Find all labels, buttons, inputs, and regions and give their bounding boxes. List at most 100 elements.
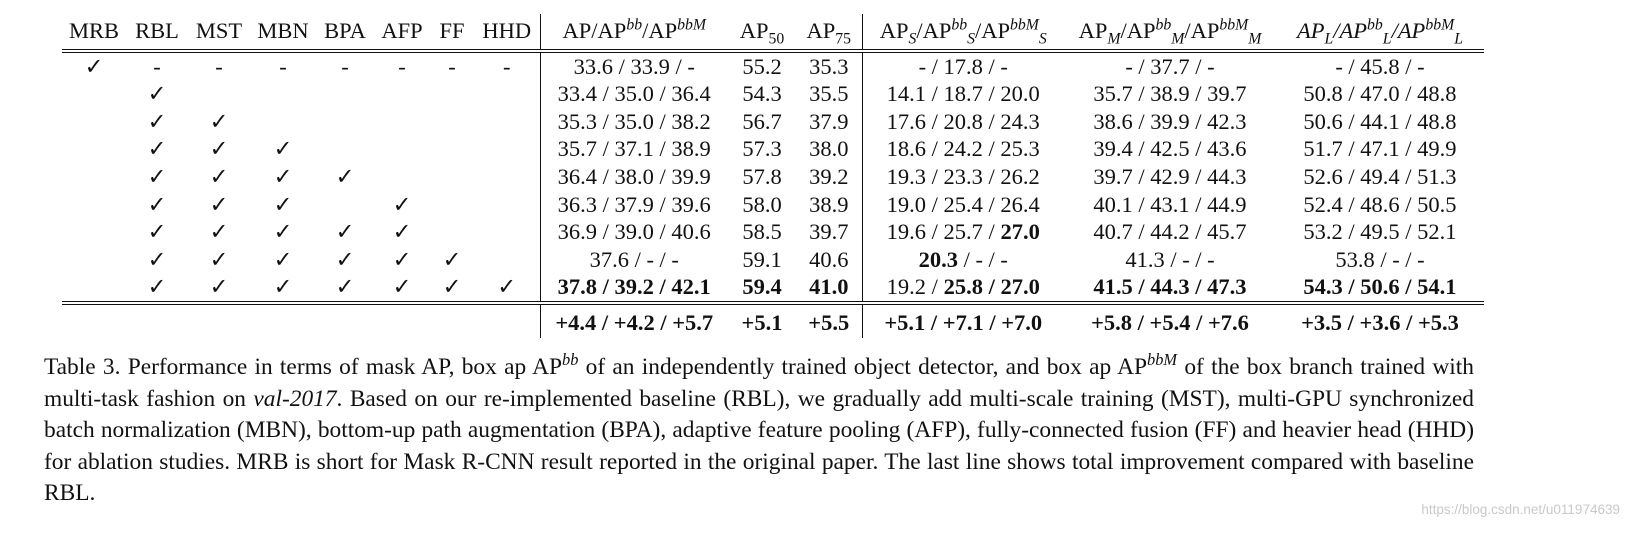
method-check-cell	[316, 81, 374, 109]
method-check-cell	[374, 108, 430, 136]
method-check-cell	[374, 136, 430, 164]
method-check-cell	[188, 81, 250, 109]
table-cell: 40.1 / 43.1 / 44.9	[1093, 191, 1247, 217]
method-check-cell: ✓	[84, 53, 104, 79]
table-cell: - / 17.8 / -	[861, 51, 1064, 81]
table-row: ✓ 33.4 / 35.0 / 36.4 54.3 35.5 14.1 / 18.7 /…	[62, 80, 1484, 109]
table-row: ✓ ✓ ✓ 35.7 / 37.1 / 38.9 57.3 38.0 18.6 / 24.2…	[62, 135, 1484, 164]
col-header-ap75: AP75	[806, 18, 851, 48]
table-cell: 59.1	[742, 246, 782, 272]
caption-dataset: val-2017	[253, 385, 337, 412]
col-header-aps: APS/APbbS/APbbMS	[861, 14, 1064, 51]
method-check-cell: ✓	[209, 191, 229, 217]
method-check-cell: ✓	[147, 191, 167, 217]
method-check-cell: -	[279, 53, 287, 79]
table-cell: 40.6	[809, 246, 849, 272]
method-check-cell	[474, 136, 540, 164]
table-cell: 20.3 / - / -	[861, 246, 1064, 274]
method-check-cell	[430, 191, 474, 219]
table-cell: 52.4 / 48.6 / 50.5	[1303, 191, 1457, 217]
table-cell: 41.5 / 44.3 / 47.3	[1093, 274, 1247, 300]
method-check-cell	[430, 219, 474, 247]
table-cell: 19.6 / 25.7 / 27.0	[861, 218, 1064, 247]
method-check-cell	[62, 274, 126, 304]
table-cell: 19.0 / 25.4 / 26.4	[861, 190, 1064, 219]
table-cell: 54.3	[742, 81, 782, 107]
method-check-cell: -	[153, 53, 161, 79]
method-check-cell	[430, 163, 474, 191]
table-cell: +3.5 / +3.6 / +5.3	[1301, 309, 1459, 335]
table-cell: 37.6 / - / -	[539, 246, 728, 274]
method-check-cell: ✓	[209, 136, 229, 162]
method-check-cell: ✓	[209, 274, 229, 300]
method-check-cell: ✓	[335, 163, 355, 189]
table-cell: - / 37.7 / -	[1125, 53, 1215, 79]
method-check-cell	[474, 163, 540, 191]
table-cell: +5.5	[808, 309, 850, 335]
table-cell: 39.7	[809, 219, 849, 245]
method-check-cell: ✓	[273, 246, 293, 272]
method-check-cell: ✓	[335, 246, 355, 272]
table-cell: 39.7 / 42.9 / 44.3	[1093, 163, 1247, 189]
table-cell-part: 19.2 /	[886, 274, 944, 300]
table-cell: 37.9	[809, 108, 849, 134]
method-check-cell	[374, 163, 430, 191]
method-check-cell	[250, 108, 316, 136]
method-check-cell: ✓	[209, 219, 229, 245]
method-check-cell: ✓	[335, 219, 355, 245]
method-check-cell: ✓	[392, 246, 412, 272]
method-check-cell: -	[398, 53, 406, 79]
method-check-cell: -	[215, 53, 223, 79]
col-header-mst: MST	[195, 18, 243, 44]
method-check-cell	[316, 108, 374, 136]
table-cell: 39.4 / 42.5 / 43.6	[1093, 136, 1247, 162]
table-cell: 56.7	[742, 108, 782, 134]
table-caption: Table 3. Performance in terms of mask AP…	[44, 350, 1474, 507]
method-check-cell	[62, 246, 126, 274]
table-cell: 36.3 / 37.9 / 39.6	[539, 190, 728, 219]
method-check-cell: ✓	[335, 274, 355, 300]
table-cell: - / 45.8 / -	[1335, 53, 1425, 79]
method-check-cell: ✓	[147, 81, 167, 107]
table-row: ✓ ✓ ✓ ✓ ✓ ✓ ✓ 37.8 / 39.2 / 42.1 59.4 41.0 19.2 / …	[62, 273, 1484, 304]
table-cell: 55.2	[742, 53, 782, 79]
method-check-cell: ✓	[392, 191, 412, 217]
table-cell: 50.8 / 47.0 / 48.8	[1303, 81, 1457, 107]
watermark: https://blog.csdn.net/u011974639	[1421, 502, 1620, 517]
col-header-mbn: MBN	[257, 18, 309, 44]
table-cell: 17.6 / 20.8 / 24.3	[861, 108, 1064, 136]
method-check-cell	[474, 108, 540, 136]
table-cell: 53.2 / 49.5 / 52.1	[1303, 219, 1457, 245]
table-cell: 59.4	[742, 274, 782, 300]
method-check-cell	[250, 81, 316, 109]
method-check-cell	[430, 108, 474, 136]
table-cell-part: / - / -	[957, 246, 1008, 272]
method-check-cell: -	[503, 53, 511, 79]
method-check-cell: ✓	[497, 274, 517, 300]
method-check-cell: ✓	[147, 163, 167, 189]
method-check-cell	[474, 246, 540, 274]
table-body: ✓ - - - - - - -33.6 / 33.9 / -55.2 35.3- / 17.8 …	[62, 51, 1484, 304]
table-cell: +4.4 / +4.2 / +5.7	[539, 303, 728, 339]
table-cell: 35.3 / 35.0 / 38.2	[539, 108, 728, 136]
table-cell: 53.8 / - / -	[1335, 246, 1425, 272]
method-check-cell: -	[448, 53, 456, 79]
table-cell: 38.9	[809, 191, 849, 217]
table-cell: 19.2 / 25.8 / 27.0	[861, 273, 1064, 304]
table-cell: 35.5	[809, 81, 849, 107]
col-header-afp: AFP	[381, 18, 423, 44]
table-cell: 36.4 / 38.0 / 39.9	[539, 163, 728, 191]
method-check-cell	[316, 136, 374, 164]
col-header-mrb: MRB	[68, 18, 120, 44]
table-cell: 57.3	[742, 136, 782, 162]
table-cell-part: 20.3	[918, 246, 958, 272]
col-header-ap50: AP50	[739, 18, 785, 48]
table-cell: 54.3 / 50.6 / 54.1	[1303, 274, 1457, 300]
method-check-cell	[474, 219, 540, 247]
col-header-apm: APM/APbbM/APbbMM	[1078, 16, 1262, 48]
col-header-ff: FF	[439, 18, 465, 44]
method-check-cell: ✓	[273, 274, 293, 300]
table-cell: +5.8 / +5.4 / +7.6	[1091, 309, 1249, 335]
table-cell: 52.6 / 49.4 / 51.3	[1303, 163, 1457, 189]
method-check-cell: ✓	[392, 219, 412, 245]
